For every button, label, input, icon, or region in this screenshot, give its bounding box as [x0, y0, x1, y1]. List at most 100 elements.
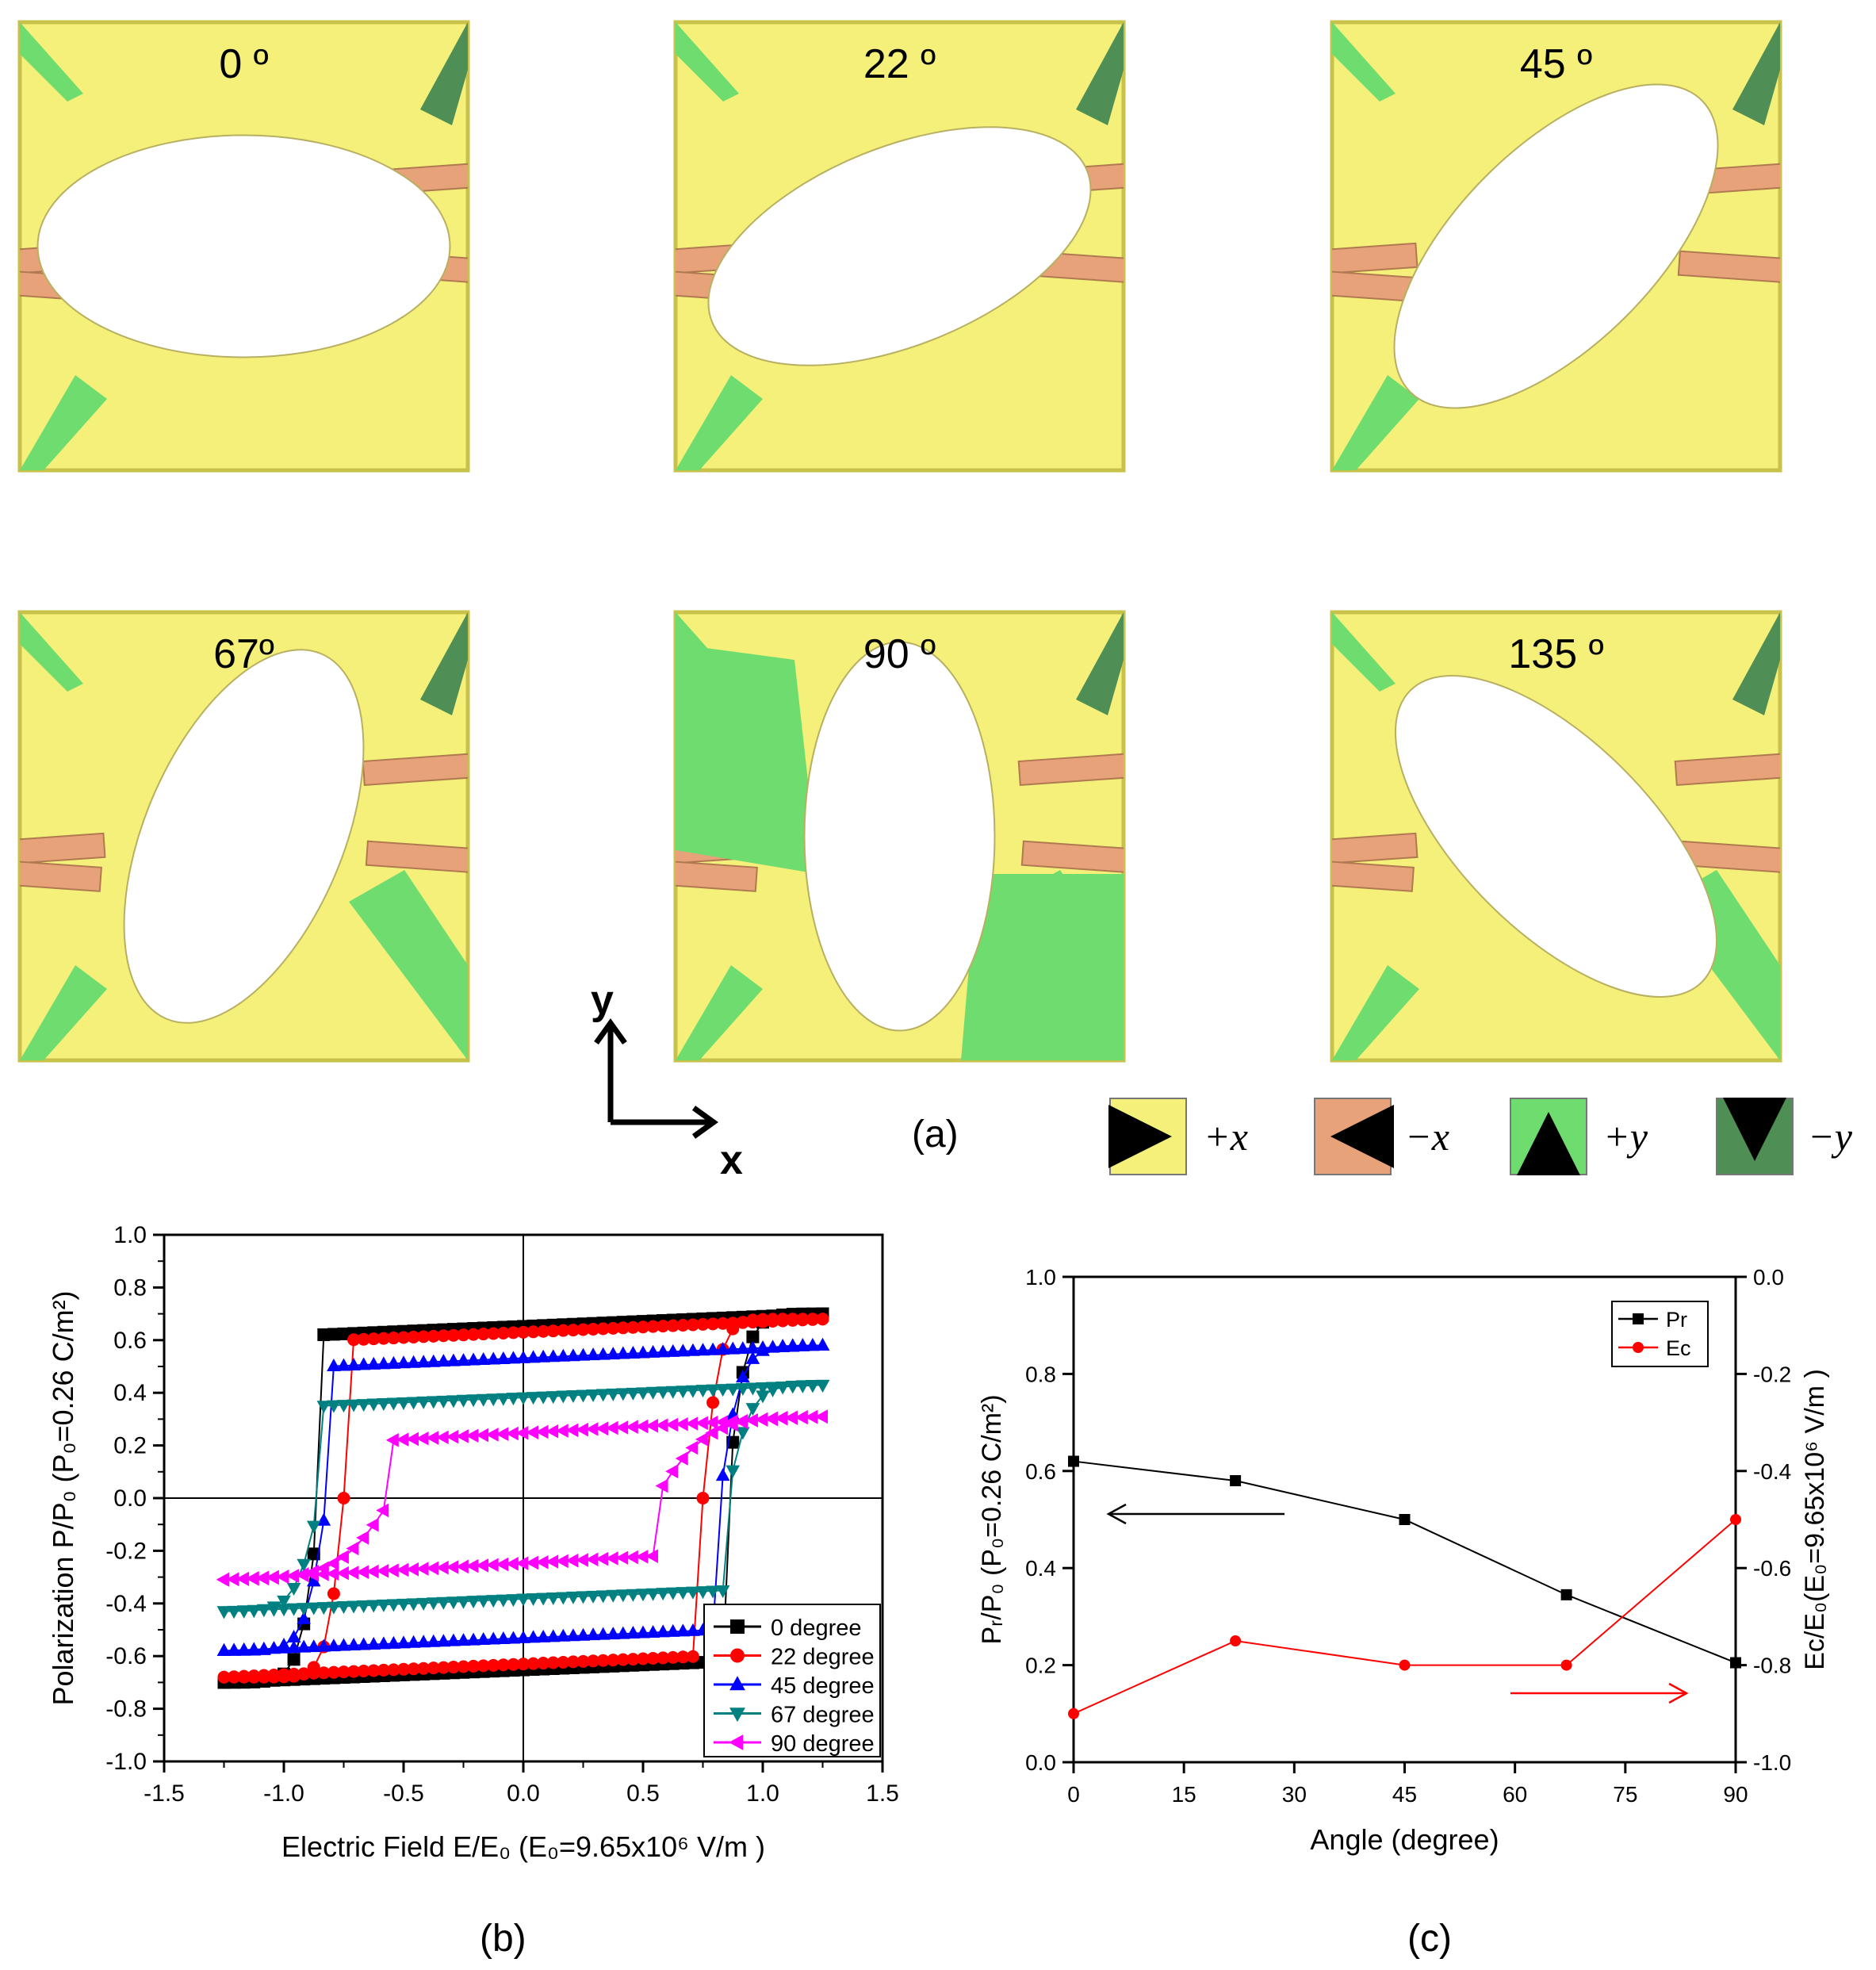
data-point	[676, 1587, 691, 1600]
data-point	[546, 1629, 561, 1642]
data-point	[515, 1556, 529, 1570]
data-point	[535, 1554, 549, 1569]
y-tick-label: 0.2	[113, 1433, 147, 1459]
data-point	[1730, 1514, 1741, 1525]
data-point	[306, 1520, 321, 1534]
data-point	[237, 1669, 251, 1683]
data-point	[745, 1382, 760, 1396]
data-point	[356, 1357, 371, 1370]
data-point	[665, 1386, 680, 1399]
y2-tick-label: -0.8	[1753, 1654, 1791, 1678]
data-point	[636, 1345, 650, 1359]
data-point	[745, 1413, 758, 1428]
data-point	[455, 1429, 469, 1443]
data-point	[636, 1589, 650, 1602]
data-point	[726, 1322, 740, 1336]
data-point	[486, 1595, 501, 1608]
plus-y-domain	[20, 612, 83, 692]
data-point	[526, 1593, 541, 1607]
data-point	[216, 1606, 232, 1619]
y-tick-label: 0.4	[113, 1380, 147, 1406]
data-point	[505, 1557, 519, 1571]
data-point	[277, 1604, 291, 1617]
data-point	[595, 1627, 611, 1640]
data-point	[496, 1427, 509, 1442]
data-point	[695, 1432, 708, 1447]
series-line	[1073, 1519, 1736, 1715]
data-point	[725, 1417, 738, 1432]
data-point	[356, 1399, 371, 1412]
x-tick-label: 0.0	[507, 1780, 540, 1807]
y-tick-label: 1.0	[113, 1222, 147, 1248]
data-point	[397, 1662, 410, 1676]
right-arrow-head	[1668, 1682, 1689, 1704]
data-point	[506, 1351, 521, 1364]
data-point	[286, 1629, 301, 1642]
data-point	[327, 1328, 340, 1341]
data-point	[1230, 1635, 1242, 1646]
data-point	[1399, 1514, 1411, 1525]
minus-x-domain	[1332, 832, 1418, 868]
data-point	[615, 1550, 629, 1566]
data-point	[336, 1601, 351, 1615]
data-point	[346, 1399, 361, 1412]
y-tick-label: -0.6	[105, 1643, 147, 1669]
angle-label: 0 º	[219, 41, 268, 87]
legend-marker	[1633, 1313, 1644, 1324]
minus-x-domain	[20, 832, 106, 868]
legend-label-minus-y: −y	[1808, 1114, 1853, 1159]
data-point	[386, 1397, 401, 1411]
data-point	[297, 1667, 311, 1681]
data-point	[666, 1650, 680, 1664]
data-point	[228, 1670, 241, 1684]
data-point	[357, 1332, 370, 1346]
data-point	[676, 1386, 691, 1399]
data-point	[556, 1390, 571, 1404]
y-tick-label: -0.2	[105, 1538, 147, 1564]
data-point	[467, 1328, 480, 1341]
data-point	[326, 1566, 339, 1581]
x-tick-label: 0	[1067, 1782, 1080, 1807]
data-point	[307, 1666, 320, 1680]
minus-x-domain	[1020, 840, 1124, 875]
data-point	[646, 1651, 660, 1665]
data-point	[427, 1661, 440, 1675]
data-point	[556, 1592, 571, 1605]
angle-label: 45 º	[1520, 41, 1592, 87]
domain-maps: 0 º 22 º 45 º 67º 90 º 135 º	[17, 20, 1782, 1063]
x-tick-label: 15	[1172, 1782, 1196, 1807]
data-point	[316, 1638, 331, 1652]
angle-label: 90 º	[863, 631, 936, 677]
data-point	[456, 1596, 471, 1609]
data-point	[636, 1387, 650, 1401]
data-point	[665, 1464, 679, 1479]
data-point	[526, 1392, 541, 1405]
data-point	[536, 1629, 550, 1642]
domain-patterns	[20, 612, 468, 1060]
data-point	[506, 1393, 521, 1406]
data-point	[517, 1325, 530, 1339]
data-point	[477, 1659, 490, 1673]
data-point	[385, 1563, 399, 1577]
minus-x-domain	[362, 751, 468, 786]
data-point	[587, 1654, 600, 1668]
data-point	[706, 1317, 720, 1331]
data-point	[785, 1381, 800, 1394]
data-point	[606, 1347, 621, 1360]
data-point	[657, 1651, 670, 1665]
data-point	[316, 1401, 331, 1414]
data-point	[416, 1597, 431, 1611]
data-point	[377, 1599, 391, 1612]
data-point	[625, 1550, 638, 1565]
data-point	[655, 1418, 668, 1432]
elliptical-hole	[1395, 675, 1717, 998]
legend-marker	[729, 1707, 745, 1723]
data-point	[376, 1564, 389, 1578]
y2-tick-label: -0.6	[1753, 1556, 1791, 1581]
data-point	[327, 1665, 340, 1679]
data-point	[396, 1562, 409, 1577]
data-point	[696, 1492, 710, 1504]
data-point	[366, 1517, 379, 1532]
data-point	[485, 1558, 499, 1573]
